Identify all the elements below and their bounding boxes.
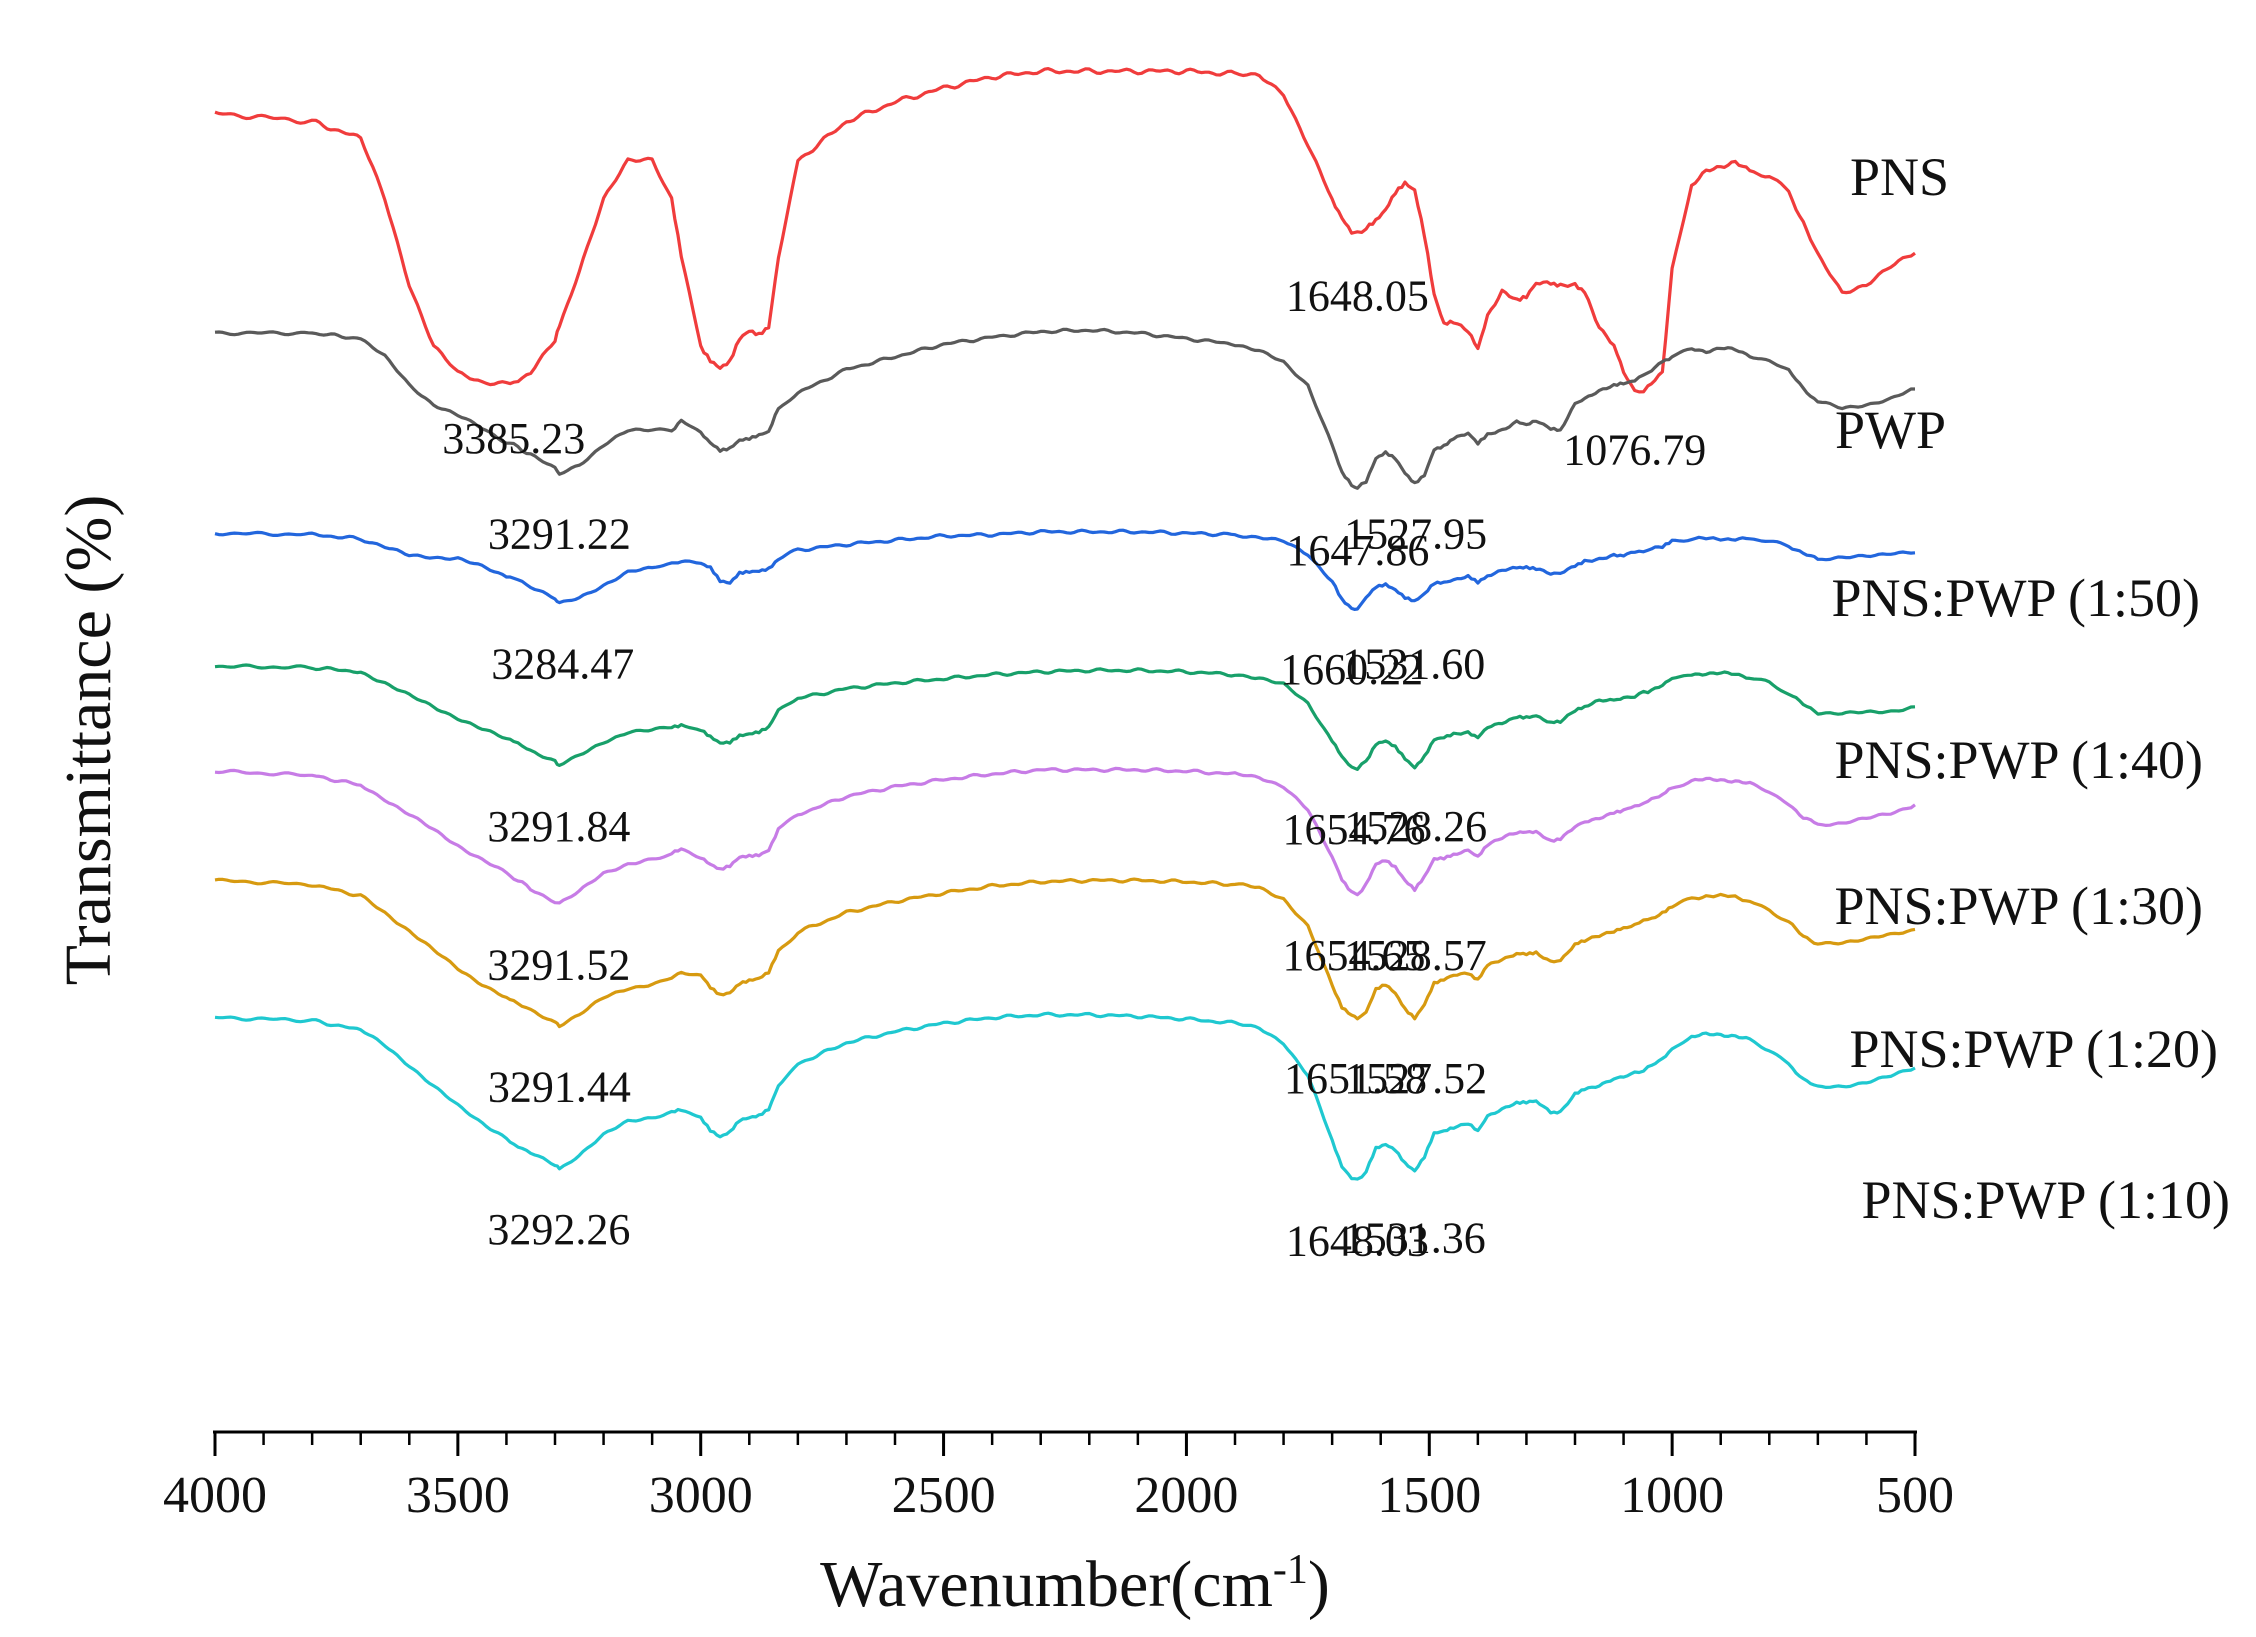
peak-label: 1531.36 xyxy=(1343,1214,1486,1263)
x-tick-label-3500: 3500 xyxy=(406,1467,510,1524)
x-tick-label-1000: 1000 xyxy=(1620,1467,1724,1524)
peak-label: 1527.95 xyxy=(1344,509,1487,558)
peak-label: 3291.44 xyxy=(488,1062,631,1111)
y-axis-title: Transmittance (%) xyxy=(52,495,125,986)
x-minor-ticks xyxy=(262,1432,1868,1445)
series-label-0: PNS xyxy=(1850,147,1949,207)
peak-label: 3292.26 xyxy=(487,1205,630,1254)
series-label-2: PNS:PWP (1:50) xyxy=(1831,568,2200,628)
x-axis-title-close: ) xyxy=(1308,1548,1330,1621)
x-tick-label-3000: 3000 xyxy=(649,1467,753,1524)
series-line-0 xyxy=(214,66,1916,394)
peak-label: 3385.23 xyxy=(442,414,585,463)
series-label-4: PNS:PWP (1:30) xyxy=(1834,876,2203,936)
series-line-4 xyxy=(214,766,1916,905)
peak-label: 3291.22 xyxy=(488,509,631,558)
x-tick-label-4000: 4000 xyxy=(163,1467,267,1524)
peak-label: 1648.05 xyxy=(1286,271,1429,320)
x-tick-label-1500: 1500 xyxy=(1377,1467,1481,1524)
x-axis-title-main: Wavenumber(cm xyxy=(820,1548,1273,1621)
peak-label: 1660.22 xyxy=(1280,645,1423,694)
series-label-5: PNS:PWP (1:20) xyxy=(1849,1019,2218,1079)
series-line-1 xyxy=(214,327,1915,490)
peak-label: 1654.76 xyxy=(1283,805,1426,854)
peak-label: 1527.52 xyxy=(1344,1054,1487,1103)
spectra-traces xyxy=(214,66,1916,1181)
peak-label: 1531.60 xyxy=(1342,640,1485,689)
series-label-3: PNS:PWP (1:40) xyxy=(1834,730,2203,790)
x-tick-label-2000: 2000 xyxy=(1134,1467,1238,1524)
peak-label: 3291.52 xyxy=(487,941,630,990)
series-label-1: PWP xyxy=(1835,400,1946,460)
series-line-5 xyxy=(214,877,1916,1029)
x-major-ticks xyxy=(213,1432,1917,1456)
series-line-3 xyxy=(214,663,1916,772)
peak-label: 1647.86 xyxy=(1286,526,1429,575)
x-tick-label-2500: 2500 xyxy=(892,1467,996,1524)
peak-label: 1528.26 xyxy=(1344,802,1487,851)
x-axis-title: Wavenumber(cm-1) xyxy=(820,1547,1330,1621)
peak-label: 1648.03 xyxy=(1286,1216,1429,1265)
x-tick-label-500: 500 xyxy=(1876,1467,1954,1524)
peak-label: 1651.58 xyxy=(1284,1054,1427,1103)
peak-label: 1654.65 xyxy=(1283,931,1426,980)
series-label-6: PNS:PWP (1:10) xyxy=(1861,1170,2230,1230)
series-line-6 xyxy=(214,1011,1916,1181)
peak-label: 1528.57 xyxy=(1344,931,1487,980)
peak-label: 1076.79 xyxy=(1563,425,1706,474)
x-axis: 4000 3500 3000 2500 2000 1500 1000 500 xyxy=(163,1430,1954,1524)
x-axis-title-superscript: -1 xyxy=(1273,1547,1308,1593)
peak-label: 3291.84 xyxy=(487,802,630,851)
series-labels: PNS PWP PNS:PWP (1:50) PNS:PWP (1:40) PNS:PW… xyxy=(1831,147,2230,1230)
series-line-2 xyxy=(214,528,1916,612)
x-tick-labels: 4000 3500 3000 2500 2000 1500 1000 500 xyxy=(163,1467,1954,1524)
peak-label: 3284.47 xyxy=(491,640,634,689)
